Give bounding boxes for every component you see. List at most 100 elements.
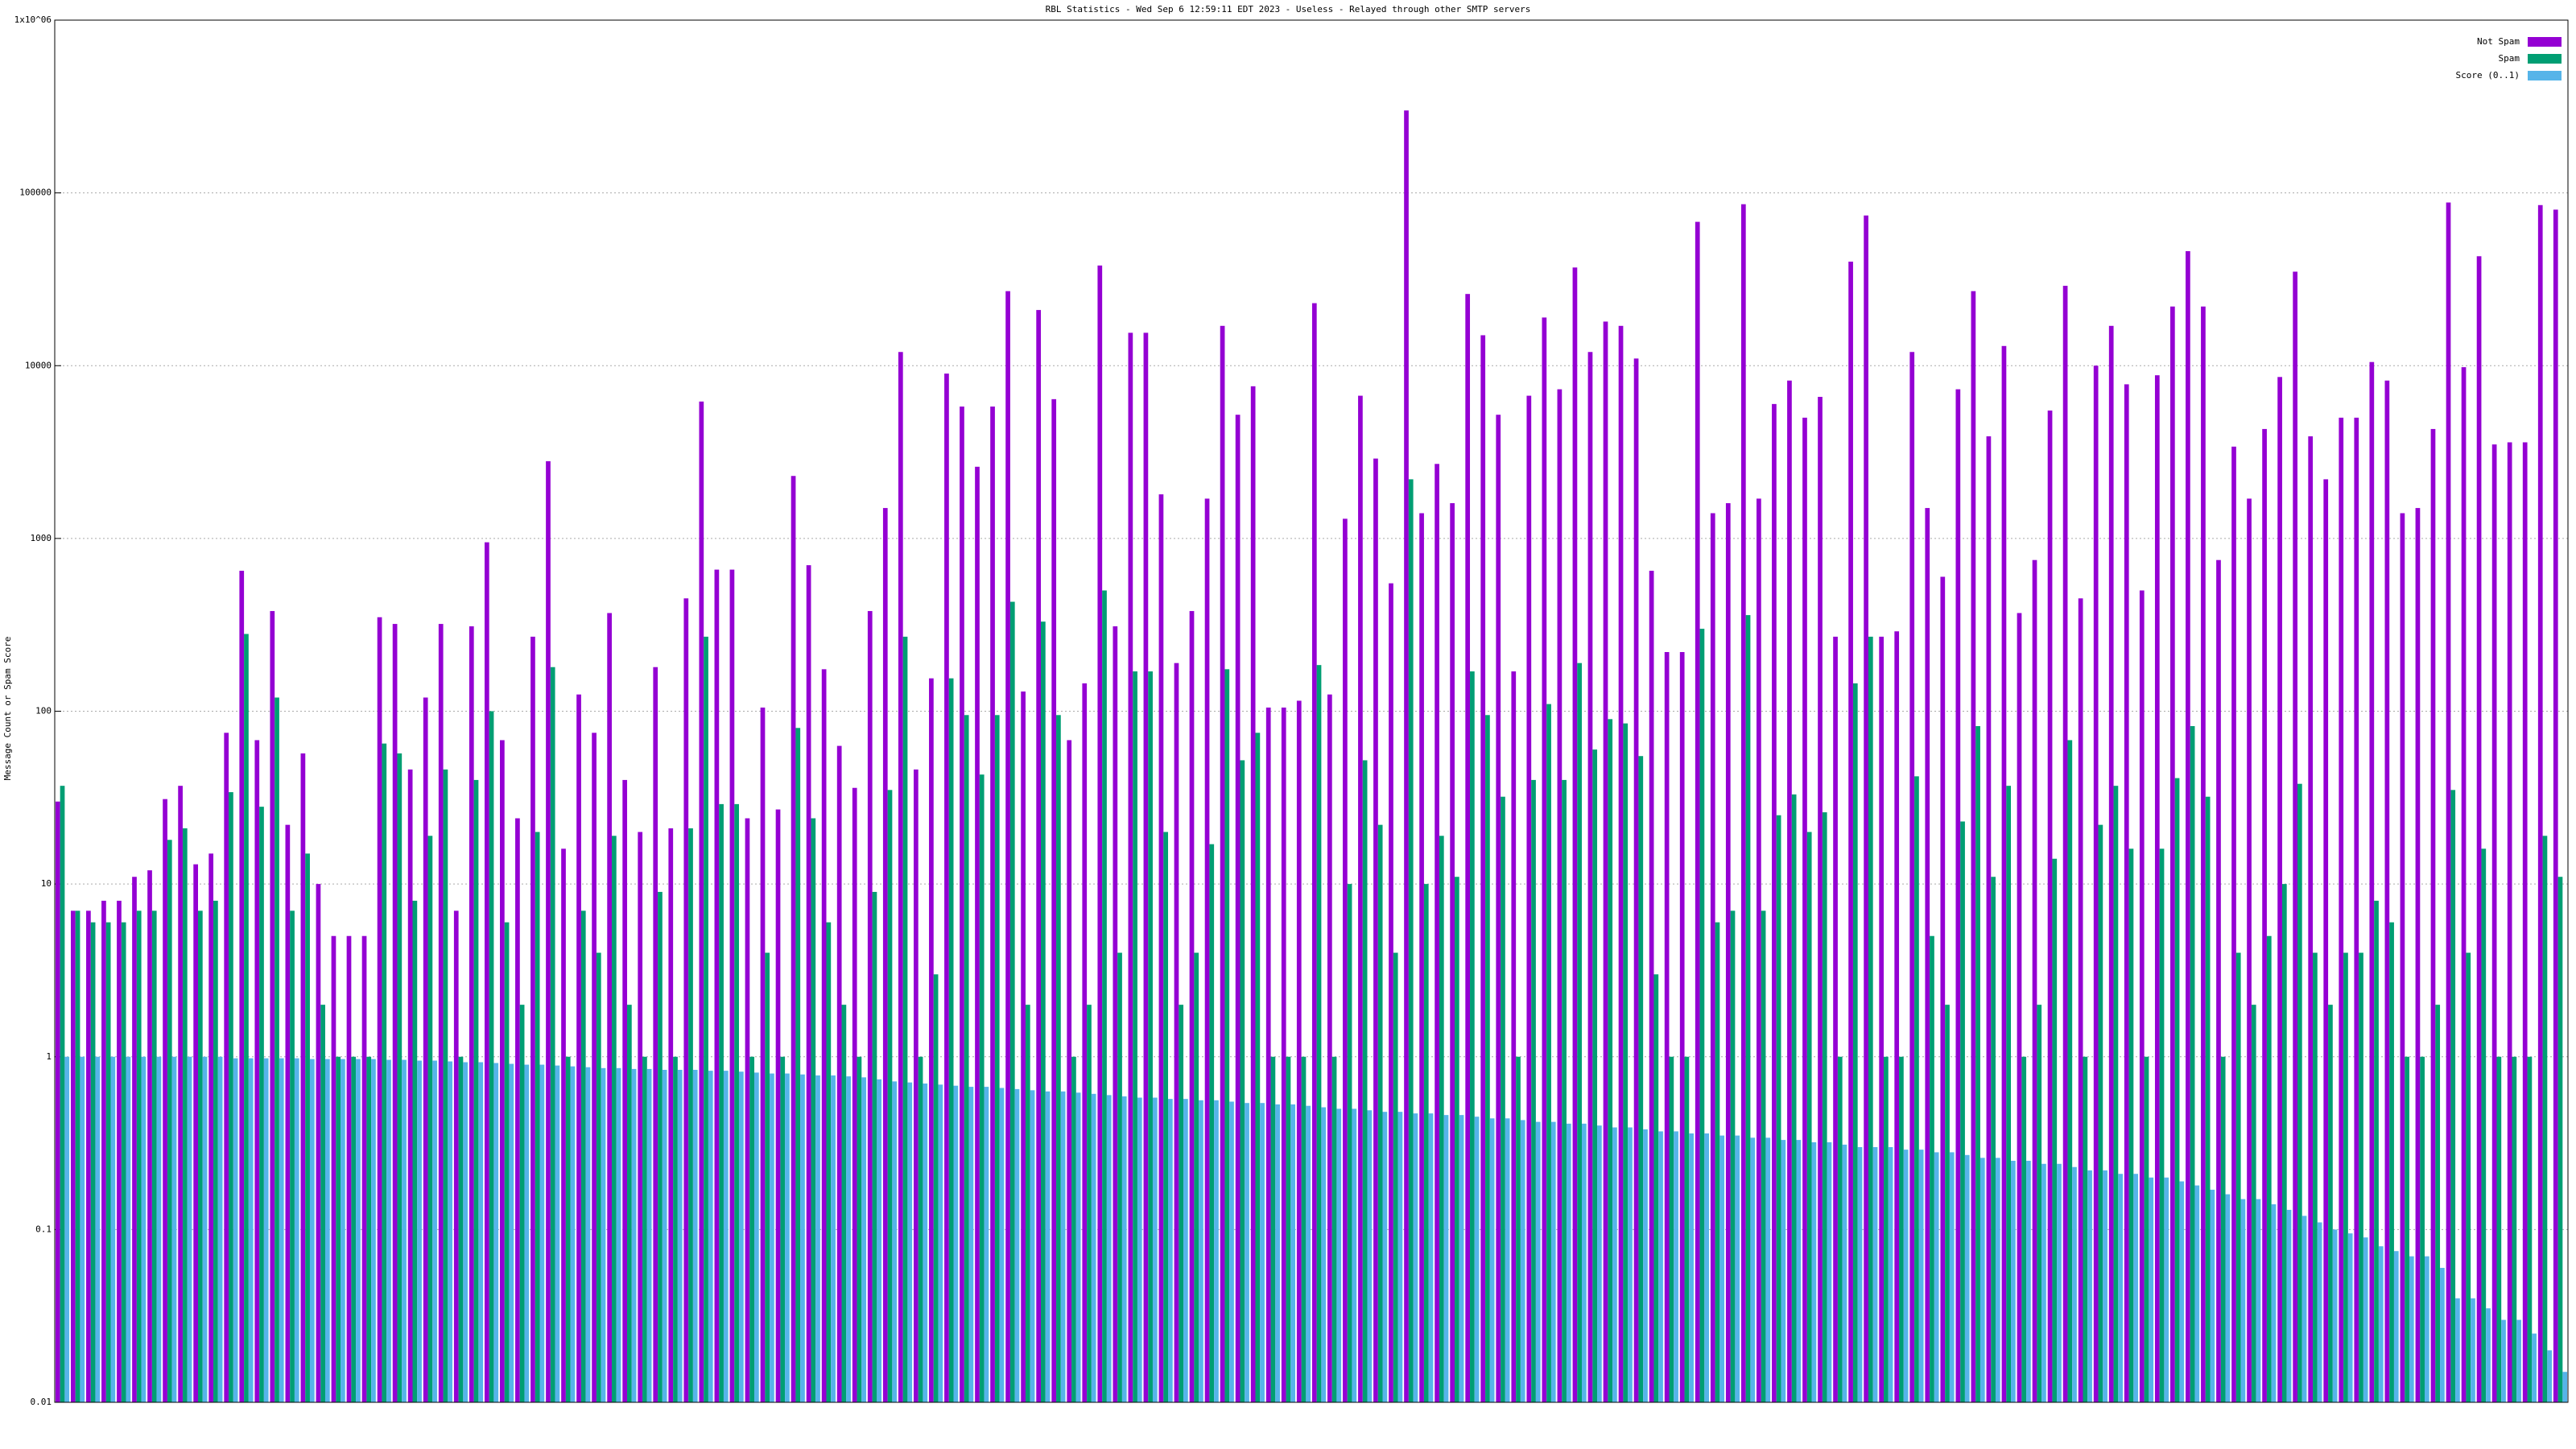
bar [2164, 1177, 2169, 1402]
bar [2430, 428, 2436, 1403]
bar [964, 715, 969, 1402]
legend-swatch [2528, 37, 2562, 47]
bar [1148, 671, 1153, 1402]
bar [132, 877, 137, 1402]
bar [407, 769, 413, 1402]
bar [2363, 1237, 2368, 1402]
bar [2235, 952, 2241, 1402]
bar [254, 740, 260, 1402]
bar [1128, 332, 1133, 1403]
bar [110, 1056, 116, 1402]
bar [187, 1056, 192, 1402]
bar [2006, 786, 2012, 1402]
bar [2108, 325, 2114, 1402]
bar [2179, 1181, 2185, 1402]
bar [2522, 442, 2528, 1403]
bar [2032, 559, 2037, 1403]
bar [182, 828, 188, 1402]
bar [1740, 204, 1746, 1403]
bar [1194, 952, 1199, 1402]
bar [90, 922, 96, 1402]
bar [1857, 1146, 1863, 1402]
bar [2308, 436, 2314, 1402]
bar [846, 1076, 851, 1402]
bar [1531, 779, 1536, 1402]
bar [2409, 1256, 2414, 1402]
bar [80, 1056, 85, 1402]
bar [2247, 498, 2252, 1402]
bar [1152, 1097, 1158, 1402]
bar [1520, 1120, 1525, 1402]
bar [2118, 1174, 2123, 1402]
bar [1260, 1103, 1265, 1402]
bar [1864, 215, 1868, 1402]
bar [2384, 380, 2390, 1403]
bar [861, 1077, 866, 1402]
bar [1255, 733, 1261, 1402]
bar [770, 1073, 774, 1402]
bar [392, 624, 398, 1402]
bar [658, 891, 663, 1402]
bar [1934, 1152, 1939, 1402]
bar [688, 828, 693, 1402]
bar [2332, 1229, 2338, 1402]
bar [821, 669, 827, 1402]
bar [1679, 652, 1685, 1402]
bar [147, 870, 152, 1402]
bar [1757, 498, 1761, 1402]
bar [815, 1075, 820, 1402]
bar [1991, 877, 1996, 1402]
bar [929, 678, 934, 1402]
bar [1581, 1123, 1587, 1402]
bar [1945, 1005, 1950, 1402]
bar [1975, 725, 1980, 1402]
y-tick-label: 1000 [31, 533, 52, 543]
bar [1852, 683, 1858, 1402]
bar [1658, 1131, 1663, 1402]
bar [1949, 1152, 1955, 1402]
bar [2405, 1056, 2409, 1402]
bar [2037, 1005, 2042, 1402]
bar [2562, 1372, 2568, 1402]
bar [2240, 1199, 2246, 1402]
bar [309, 1059, 315, 1402]
y-tick-label: 1x10^06 [14, 14, 52, 25]
bar [171, 1056, 177, 1402]
bar [1281, 707, 1286, 1402]
bar [795, 728, 801, 1402]
bar [1505, 1118, 1510, 1402]
bar [1818, 396, 1823, 1403]
bar [2210, 1189, 2215, 1402]
bar [944, 374, 949, 1403]
bar [601, 1067, 606, 1402]
bar [570, 1066, 576, 1402]
bar [1331, 1056, 1337, 1402]
bar [1143, 332, 1149, 1403]
bar [2471, 1298, 2475, 1402]
legend-swatch [2528, 54, 2562, 64]
bar [1174, 663, 1179, 1402]
bar [1347, 884, 1352, 1402]
bar [1827, 1141, 1832, 1402]
bar [1030, 1090, 1035, 1402]
bar [1899, 1056, 1904, 1402]
bar [105, 922, 111, 1402]
bar [504, 922, 510, 1402]
bar [2083, 1056, 2088, 1402]
bar [2317, 1222, 2322, 1402]
bar [2205, 796, 2211, 1402]
bar [1725, 503, 1731, 1403]
bar [2347, 1233, 2353, 1402]
bar [1695, 221, 1700, 1403]
bar [836, 745, 842, 1402]
bar [882, 508, 888, 1402]
bar [1367, 1110, 1373, 1402]
bar [1750, 1137, 1756, 1402]
bar [994, 715, 1000, 1402]
bar [811, 818, 816, 1402]
plot-border [54, 19, 2569, 1403]
bar [1373, 458, 1378, 1402]
bar [167, 840, 172, 1402]
bar [2170, 306, 2175, 1402]
bar [2072, 1166, 2077, 1402]
